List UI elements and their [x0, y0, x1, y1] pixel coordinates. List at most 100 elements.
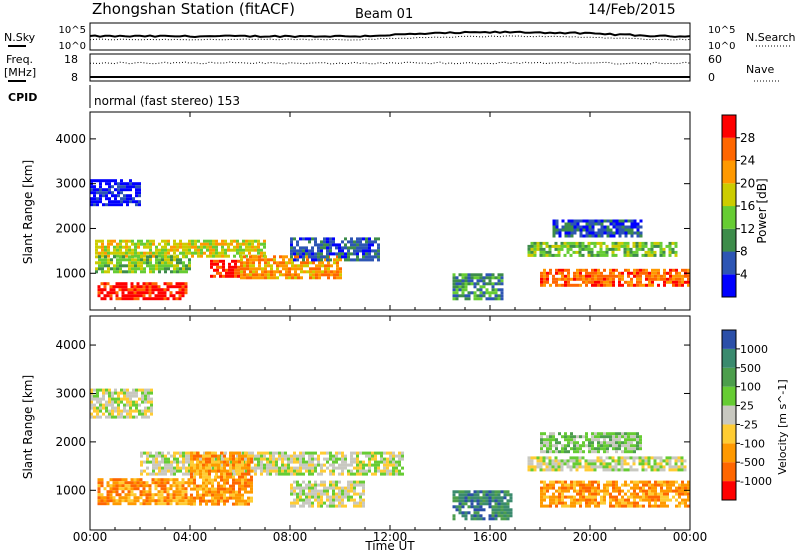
power-colorbar-label-3: 16	[740, 199, 755, 213]
cpid-label: CPID	[8, 91, 37, 104]
velocity-region-1	[140, 451, 404, 476]
x-tick-label-2: 08:00	[273, 530, 308, 544]
x-tick-label-5: 20:00	[573, 530, 608, 544]
power-region-5	[240, 255, 342, 280]
power-axes: 1000 2000 3000 4000	[55, 112, 691, 310]
power-region-10	[552, 219, 643, 238]
noise-right-tick-top: 10^5	[708, 25, 735, 36]
nave-line	[90, 61, 691, 65]
power-region-9	[540, 268, 690, 287]
velocity-colorbar-frame	[721, 329, 737, 501]
beam-label: Beam 01	[355, 7, 413, 22]
velocity-ytick-label-1: 2000	[55, 435, 86, 449]
power-colorbar-swatch-2	[722, 228, 736, 252]
velocity-panel: Slant Range [km] 1000 2000 3000 4000 00:00 04…	[21, 315, 789, 544]
power-ytick-label-1: 2000	[55, 221, 86, 235]
power-colorbar-swatch-1	[722, 251, 736, 275]
noise-left-tick-bottom: 10^0	[59, 41, 86, 52]
date-label: 14/Feb/2015	[588, 2, 676, 18]
station-title: Zhongshan Station (fitACF)	[92, 0, 295, 18]
velocity-colorbar-swatch-5	[722, 386, 736, 406]
power-colorbar-swatch-3	[722, 206, 736, 229]
noise-left-tick-top: 10^5	[59, 25, 86, 36]
velocity-axes: 1000 2000 3000 4000 00:00 04:00 08:00 12:00 16:0…	[55, 316, 707, 544]
power-colorbar-swatch-6	[722, 137, 736, 161]
x-tick-label-1: 04:00	[173, 530, 208, 544]
power-region-3	[97, 282, 188, 301]
freq-label-2: [MHz]	[4, 66, 36, 79]
velocity-colorbar-swatch-6	[722, 367, 736, 387]
power-colorbar-label-2: 12	[740, 222, 755, 236]
velocity-colorbar-label-4: -25	[740, 418, 758, 431]
velocity-colorbar-label-5: -100	[740, 437, 765, 450]
x-tick-label-0: 00:00	[73, 530, 108, 544]
power-ytick-label-0: 1000	[55, 266, 86, 280]
nave-tick-top: 60	[708, 53, 722, 66]
velocity-colorbar: 1000 500 100 25 -25 -100 -500 -1000	[721, 329, 772, 501]
cpid-panel: CPID normal (fast stereo) 153	[8, 85, 240, 108]
noise-left-label: N.Sky	[4, 31, 36, 44]
velocity-region-4	[290, 480, 365, 508]
velocity-colorbar-swatch-1	[722, 462, 736, 482]
power-colorbar-swatch-7	[722, 115, 736, 138]
power-region-1	[95, 239, 266, 258]
freq-tick-bottom: 8	[71, 71, 78, 84]
nave-label: Nave	[746, 63, 774, 76]
velocity-colorbar-swatch-0	[722, 481, 736, 500]
velocity-colorbar-label-0: 1000	[740, 343, 768, 356]
power-colorbar-swatch-0	[722, 274, 736, 298]
velocity-colorbar-swatch-3	[722, 424, 736, 444]
power-colorbar-label-0: 4	[740, 267, 748, 281]
power-ytick-label-3: 4000	[55, 132, 86, 146]
velocity-region-6	[527, 456, 687, 472]
power-colorbar-swatch-4	[722, 183, 736, 207]
velocity-colorbar-label: Velocity [m s^-1]	[776, 379, 789, 474]
velocity-region-3	[190, 451, 253, 506]
nave-tick-bottom: 0	[708, 71, 715, 84]
power-ytick-label-2: 3000	[55, 177, 86, 191]
power-region-8	[527, 241, 678, 257]
velocity-colorbar-swatch-7	[722, 348, 736, 368]
noise-right-label: N.Search	[746, 31, 796, 44]
x-tick-label-3: 12:00	[373, 530, 408, 544]
power-ylabel: Slant Range [km]	[21, 160, 35, 264]
freq-label-1: Freq.	[6, 53, 33, 66]
velocity-colorbar-label-2: 100	[740, 381, 761, 394]
velocity-region-7	[540, 480, 690, 508]
x-axis-label: Time UT	[364, 539, 415, 553]
velocity-colorbar-label-3: 25	[740, 400, 754, 413]
noise-sky-line	[89, 30, 691, 39]
power-panel: Slant Range [km] 1000 2000 3000 4000 4 8 12 16…	[21, 111, 769, 311]
power-region-6	[290, 237, 380, 262]
power-region-4	[210, 259, 240, 278]
velocity-colorbar-swatch-8	[722, 330, 736, 349]
power-colorbar-label-6: 28	[740, 131, 755, 145]
power-colorbar-label: Power [dB]	[755, 178, 769, 243]
velocity-colorbar-label-6: -500	[740, 456, 765, 469]
velocity-colorbar-label-7: -1000	[740, 475, 772, 488]
velocity-region-0	[90, 388, 153, 419]
noise-panel: N.Sky 10^5 10^0 10^5 10^0 N.Search	[4, 22, 796, 52]
velocity-region-8	[540, 432, 642, 454]
noise-search-line	[89, 35, 691, 41]
power-region-2	[95, 255, 191, 274]
cpid-text: normal (fast stereo) 153	[94, 94, 240, 108]
velocity-ytick-label-0: 1000	[55, 483, 86, 497]
power-colorbar-label-1: 8	[740, 245, 748, 259]
power-data	[90, 179, 690, 301]
velocity-ylabel: Slant Range [km]	[21, 375, 35, 479]
velocity-data	[90, 388, 690, 521]
freq-panel-frame	[89, 53, 691, 82]
velocity-ytick-label-3: 4000	[55, 338, 86, 352]
velocity-colorbar-label-1: 500	[740, 362, 761, 375]
power-colorbar-label-5: 24	[740, 154, 755, 168]
velocity-ytick-label-2: 3000	[55, 386, 86, 400]
power-region-0	[90, 179, 141, 207]
power-colorbar-swatch-5	[722, 160, 736, 184]
x-tick-label-6: 00:00	[673, 530, 708, 544]
noise-right-tick-bottom: 10^0	[708, 41, 735, 52]
velocity-colorbar-swatch-2	[722, 443, 736, 463]
freq-panel: Freq. [MHz] 18 8 60 0 Nave	[4, 53, 780, 84]
velocity-region-5	[452, 490, 513, 521]
